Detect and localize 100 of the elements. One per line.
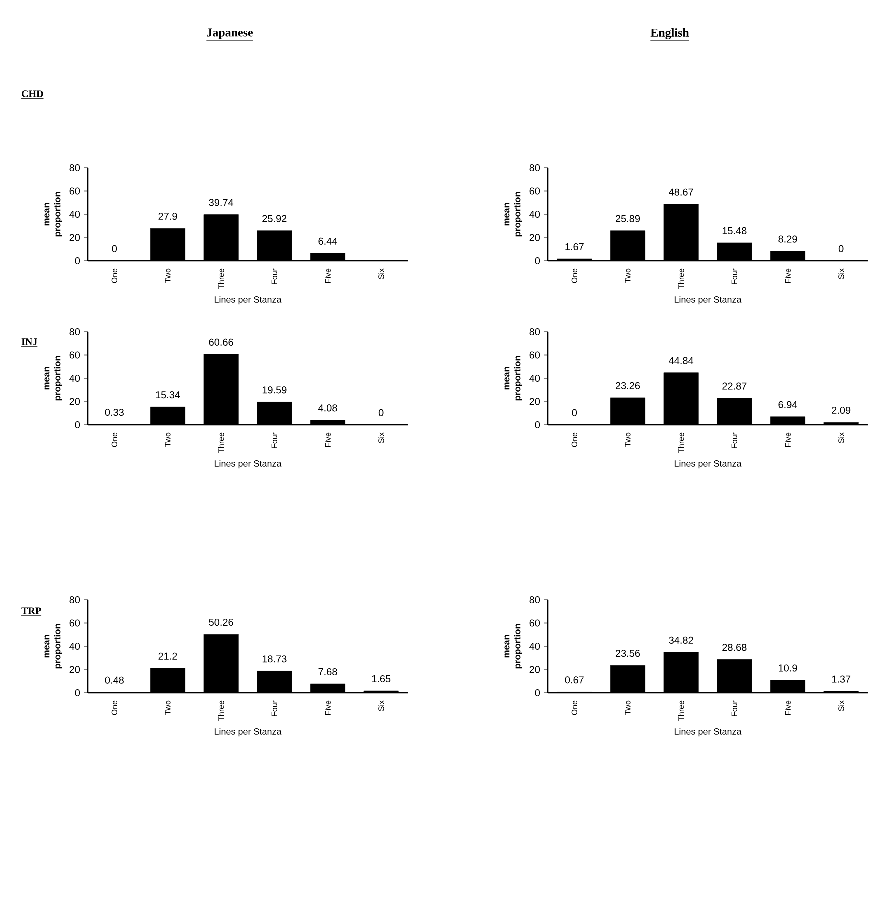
data-label: 0.48 [105, 676, 124, 684]
data-label: 21.2 [158, 652, 178, 660]
x-tick-label: Three [218, 432, 224, 454]
y-tick-label: 0 [75, 689, 80, 697]
x-tick-label: Six [838, 432, 844, 444]
data-label: 1.37 [832, 676, 851, 683]
data-label: 23.56 [616, 650, 640, 658]
y-tick-label: 60 [70, 620, 80, 627]
x-tick-label: Two [165, 268, 171, 284]
y-axis-title: mean proportion [44, 624, 62, 669]
x-tick-label: Six [378, 700, 384, 712]
y-tick-label: 80 [70, 164, 80, 172]
x-tick-label: One [112, 268, 118, 284]
y-tick-label: 60 [530, 620, 540, 627]
data-label: 7.68 [318, 668, 338, 676]
x-tick-label: One [572, 700, 578, 716]
x-tick-label: Four [732, 432, 738, 448]
x-axis-title: Lines per Stanza [674, 460, 742, 469]
data-label: 6.94 [778, 401, 798, 408]
y-tick-label: 40 [70, 642, 80, 650]
y-tick-label: 80 [530, 596, 540, 604]
x-tick-label: Two [625, 432, 631, 448]
y-tick-label: 80 [70, 328, 80, 336]
data-label: 44.84 [669, 357, 694, 364]
data-label: 18.73 [262, 656, 287, 663]
chart-subtitle: INJ [22, 338, 38, 346]
x-tick-label: Six [838, 700, 844, 712]
x-tick-label: Four [272, 268, 278, 284]
y-tick-label: 20 [70, 398, 80, 406]
data-label: 8.29 [778, 236, 798, 243]
data-label: 28.68 [722, 644, 747, 652]
x-tick-label: Four [272, 700, 278, 716]
data-label: 1.65 [372, 675, 391, 683]
y-axis-title: mean proportion [504, 356, 522, 401]
x-tick-label: Five [785, 268, 791, 283]
x-tick-label: Four [732, 268, 738, 284]
y-tick-label: 20 [530, 666, 540, 674]
x-tick-label: Five [785, 700, 791, 715]
data-label: 48.67 [669, 188, 694, 196]
data-label: 50.26 [209, 618, 234, 626]
y-tick-label: 40 [530, 374, 540, 382]
data-label: 34.82 [669, 636, 694, 644]
y-tick-label: 40 [530, 210, 540, 218]
x-axis-title: Lines per Stanza [674, 728, 742, 737]
data-label: 4.08 [318, 404, 338, 412]
x-tick-label: Six [378, 268, 384, 280]
x-tick-label: Two [625, 700, 631, 716]
chart-title: Japanese [207, 28, 254, 40]
y-tick-label: 60 [70, 188, 80, 195]
text: TRP [22, 608, 42, 614]
x-tick-label: One [572, 432, 578, 448]
y-tick-label: 0 [535, 689, 540, 697]
x-tick-label: Five [785, 432, 791, 447]
x-tick-label: Three [678, 268, 684, 290]
x-tick-label: One [112, 432, 118, 448]
y-axis-title: mean proportion [504, 192, 522, 237]
y-tick-label: 80 [70, 596, 80, 604]
data-label: 25.89 [616, 215, 640, 222]
x-axis-title: Lines per Stanza [214, 728, 282, 737]
y-tick-label: 20 [70, 666, 80, 674]
data-label: 19.59 [262, 386, 287, 394]
data-label: 0 [838, 245, 844, 252]
data-label: 60.66 [209, 338, 234, 346]
data-label: 15.34 [156, 392, 180, 399]
y-tick-label: 40 [70, 374, 80, 382]
y-tick-label: 60 [530, 188, 540, 195]
chart-title: English [650, 28, 690, 40]
data-label: 0 [112, 245, 118, 252]
x-tick-label: Six [378, 432, 384, 444]
x-tick-label: Five [325, 432, 331, 447]
data-label: 39.74 [209, 199, 234, 206]
y-tick-label: 40 [70, 210, 80, 218]
x-tick-label: Three [218, 700, 224, 722]
x-tick-label: Three [678, 700, 684, 722]
data-label: 0 [378, 409, 384, 416]
data-label: 6.44 [318, 238, 338, 245]
data-label: 0 [572, 409, 578, 416]
y-axis-title: mean proportion [44, 356, 62, 401]
x-tick-label: Two [165, 432, 171, 448]
data-label: 0.67 [565, 676, 584, 684]
x-tick-label: Four [732, 700, 738, 716]
data-label: 2.09 [832, 406, 851, 414]
y-tick-label: 20 [70, 234, 80, 242]
y-axis-title: mean proportion [44, 192, 62, 237]
x-tick-label: Six [838, 268, 844, 280]
x-tick-label: Five [325, 268, 331, 283]
y-tick-label: 0 [75, 421, 80, 429]
x-axis-title: Lines per Stanza [214, 296, 282, 305]
x-tick-label: One [572, 268, 578, 284]
x-axis-title: Lines per Stanza [674, 296, 742, 305]
y-tick-label: 80 [530, 164, 540, 172]
chart-subtitle: CHD [22, 90, 44, 98]
data-label: 25.92 [262, 215, 287, 222]
x-tick-label: Five [325, 700, 331, 715]
x-tick-label: Four [272, 432, 278, 448]
y-tick-label: 0 [535, 257, 540, 265]
x-axis-title: Lines per Stanza [214, 460, 282, 469]
y-tick-label: 40 [530, 642, 540, 650]
y-tick-label: 0 [535, 421, 540, 429]
data-label: 0.33 [105, 409, 124, 416]
